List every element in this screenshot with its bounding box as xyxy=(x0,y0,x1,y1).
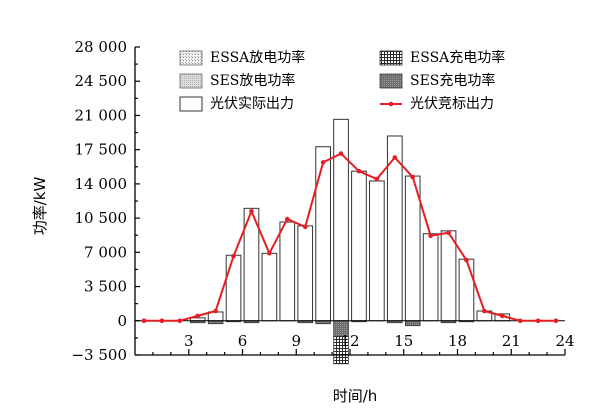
y-tick-label: 0 xyxy=(117,312,127,330)
point-pv-bid-9 xyxy=(284,216,290,222)
x-tick-label: 9 xyxy=(291,332,301,350)
point-pv-bid-24 xyxy=(553,318,559,324)
bar-pv-actual-9 xyxy=(279,221,296,322)
point-pv-bid-11 xyxy=(320,160,326,165)
bar-pv-actual-11 xyxy=(315,146,331,322)
point-pv-bid-12 xyxy=(338,151,344,156)
bar-pv-actual-8 xyxy=(261,252,278,322)
point-pv-bid-2 xyxy=(159,318,165,324)
point-pv-bid-4 xyxy=(195,313,201,319)
point-pv-bid-6 xyxy=(231,253,236,259)
point-pv-bid-8 xyxy=(267,251,272,256)
legend-swatch-dot-光伏竞标出力 xyxy=(388,101,394,107)
y-ticks: −3 500 0 3 500 7 000 10 500 14 000 17 500 21 00… xyxy=(71,38,140,364)
bar-pv-actual-13 xyxy=(351,170,367,322)
point-pv-bid-7 xyxy=(249,208,254,214)
bar-pv-actual-10 xyxy=(297,225,314,322)
bar-pv-actual-14 xyxy=(369,180,385,322)
x-tick-label: 15 xyxy=(394,332,413,350)
x-tick-label: 6 xyxy=(238,332,248,350)
x-tick-label: 12 xyxy=(340,332,359,350)
bar-pv-actual-19 xyxy=(458,258,475,322)
x-ticks: 3 6 9 12 15 18 21 24 xyxy=(152,332,575,355)
y-tick-label: 21 000 xyxy=(75,106,128,124)
point-pv-bid-3 xyxy=(177,318,183,324)
point-pv-bid-16 xyxy=(410,174,416,180)
legend-label-光伏实际出力: 光伏实际出力 xyxy=(210,96,294,112)
axes: 3 6 9 12 15 18 21 24 −3 500 0 3 500 7 000 10 500 14 … xyxy=(71,38,574,364)
legend-label-SES放电功率: SES放电功率 xyxy=(210,72,295,89)
y-tick-label: 7 000 xyxy=(84,243,127,261)
y-tick-label: −3 500 xyxy=(71,346,127,364)
bar-pv-actual-6 xyxy=(225,254,242,322)
point-pv-bid-10 xyxy=(302,224,308,230)
x-tick-label: 24 xyxy=(555,332,574,350)
pv-actual-bars xyxy=(189,118,511,322)
point-pv-bid-22 xyxy=(517,318,523,324)
point-pv-bid-23 xyxy=(535,318,541,324)
point-pv-bid-13 xyxy=(356,168,362,174)
x-tick-label: 18 xyxy=(448,332,467,350)
point-pv-bid-1 xyxy=(141,318,147,324)
legend-label-光伏竞标出力: 光伏竞标出力 xyxy=(410,95,494,112)
point-pv-bid-18 xyxy=(446,230,451,236)
pv-bid-line-layer xyxy=(141,151,559,324)
point-pv-bid-15 xyxy=(392,155,398,160)
negative-bars xyxy=(189,320,475,365)
legend-swatch-ESSA放电功率 xyxy=(179,50,203,66)
bar-ses-charge-16 xyxy=(404,320,421,327)
point-pv-bid-19 xyxy=(464,257,469,263)
point-pv-bid-21 xyxy=(499,313,505,319)
point-pv-bid-14 xyxy=(374,176,380,182)
point-pv-bid-17 xyxy=(428,233,433,239)
legend-swatch-SES放电功率 xyxy=(179,73,203,89)
bar-pv-actual-16 xyxy=(404,175,421,322)
bar-pv-actual-12 xyxy=(333,118,349,322)
legend-swatch-SES充电功率 xyxy=(379,73,403,89)
x-tick-label: 21 xyxy=(502,332,521,350)
bar-essa-charge-12 xyxy=(333,336,349,365)
legend-swatch-ESSA充电功率 xyxy=(379,50,403,66)
y-tick-label: 3 500 xyxy=(84,278,127,296)
y-tick-label: 17 500 xyxy=(75,141,128,159)
y-tick-label: 14 000 xyxy=(75,175,128,193)
y-axis-title: 功率/kW xyxy=(31,177,49,236)
x-axis-title: 时间/h xyxy=(333,387,378,405)
legend-label-SES充电功率: SES充电功率 xyxy=(410,72,495,89)
y-tick-label: 10 500 xyxy=(75,209,128,227)
bar-pv-actual-18 xyxy=(440,230,457,322)
legend-label-ESSA充电功率: ESSA充电功率 xyxy=(410,49,505,66)
legend-swatch-光伏实际出力 xyxy=(179,96,203,112)
y-tick-label: 24 500 xyxy=(75,72,128,90)
point-pv-bid-5 xyxy=(213,308,218,314)
y-tick-label: 28 000 xyxy=(75,38,128,56)
legend-label-ESSA放电功率: ESSA放电功率 xyxy=(210,49,305,66)
point-pv-bid-20 xyxy=(482,308,487,314)
x-tick-label: 3 xyxy=(184,332,194,350)
bar-pv-actual-17 xyxy=(422,233,439,322)
series-line-pv-bid xyxy=(143,152,557,322)
